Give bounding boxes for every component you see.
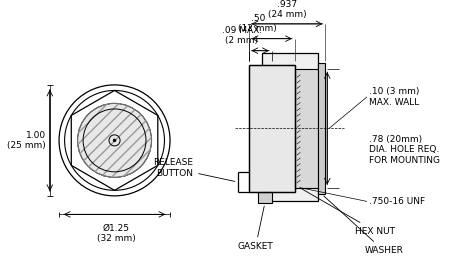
Text: .10 (3 mm)
MAX. WALL: .10 (3 mm) MAX. WALL	[368, 87, 418, 107]
Text: .09 MAX.
(2 mm): .09 MAX. (2 mm)	[221, 26, 261, 45]
Text: HEX NUT: HEX NUT	[301, 189, 394, 236]
Text: WASHER: WASHER	[323, 196, 402, 255]
Bar	[318, 63, 325, 194]
Text: .78 (20mm)
DIA. HOLE REQ.
FOR MOUNTING: .78 (20mm) DIA. HOLE REQ. FOR MOUNTING	[368, 135, 439, 165]
Text: .50
(12 mm): .50 (12 mm)	[238, 14, 276, 33]
Text: 1.00
(25 mm): 1.00 (25 mm)	[7, 131, 46, 150]
Text: RELEASE
BUTTON: RELEASE BUTTON	[153, 158, 235, 181]
Text: .937
(24 mm): .937 (24 mm)	[267, 0, 306, 19]
Bar	[258, 192, 271, 203]
Circle shape	[113, 139, 115, 142]
Bar	[262, 53, 318, 202]
Text: Ø1.25
(32 mm): Ø1.25 (32 mm)	[97, 224, 135, 243]
Bar	[294, 69, 318, 188]
Text: .750-16 UNF: .750-16 UNF	[368, 197, 424, 206]
Text: GASKET: GASKET	[237, 206, 273, 251]
Bar	[248, 65, 294, 192]
Ellipse shape	[78, 103, 151, 177]
